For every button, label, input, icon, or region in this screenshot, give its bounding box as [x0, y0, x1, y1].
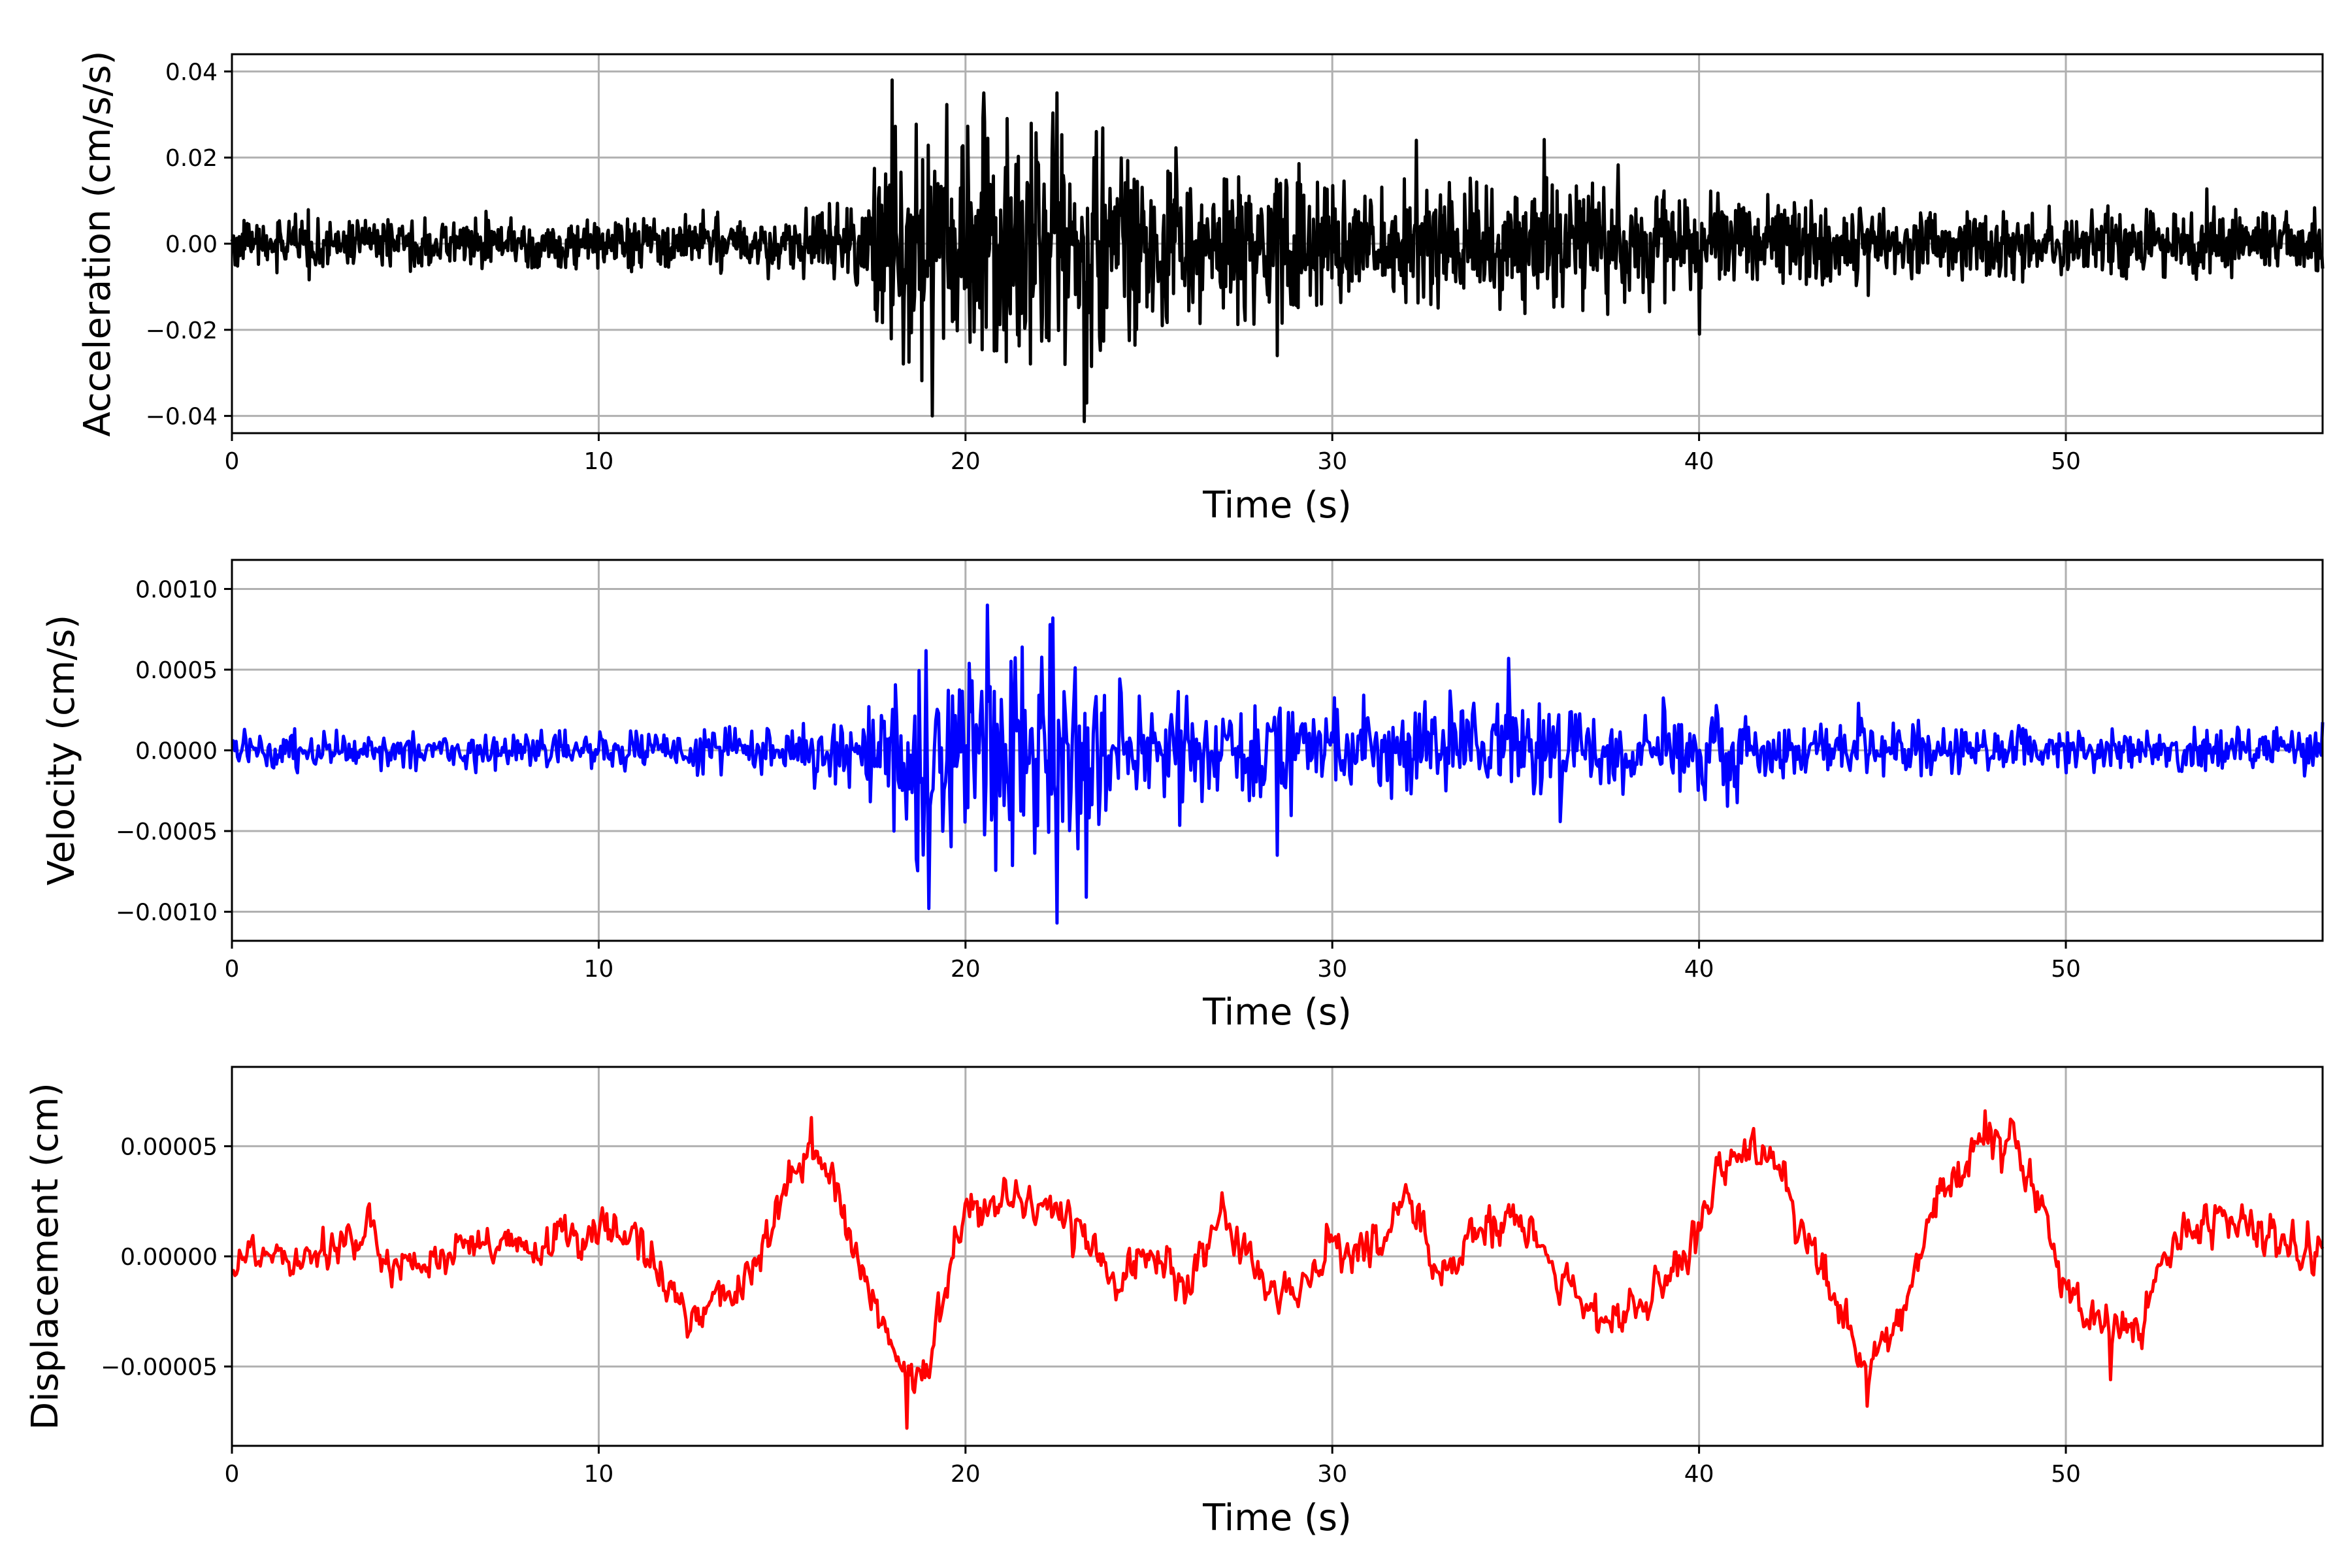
displacement-x-tick-label: 40 [1684, 1461, 1714, 1488]
displacement-x-tick-label: 50 [2051, 1461, 2081, 1488]
displacement-y-tick-label: 0.00000 [120, 1244, 218, 1271]
acceleration-y-tick-label: −0.04 [146, 404, 218, 431]
displacement-y-axis-label: Displacement (cm) [24, 1083, 67, 1430]
velocity-axes: 0 10 20 30 40 50 −0.0010 −0.0005 0.0000 0.0005 0.0… [116, 559, 2324, 983]
velocity-series-line [231, 603, 2325, 925]
displacement-x-tick-label: 0 [225, 1461, 240, 1488]
panel-displacement: 0 10 20 30 40 50 −0.00005 0.00000 0.00005 Time (… [24, 1066, 2325, 1539]
acceleration-x-tick-label: 10 [583, 448, 613, 475]
velocity-y-tick-label: 0.0010 [135, 576, 218, 603]
displacement-series-line [231, 1109, 2325, 1430]
displacement-x-tick-label: 10 [583, 1461, 613, 1488]
acceleration-x-tick-label: 50 [2051, 448, 2081, 475]
acceleration-x-tick-label: 20 [951, 448, 981, 475]
panel-velocity: 0 10 20 30 40 50 −0.0010 −0.0005 0.0000 0.0005 0.0… [41, 559, 2325, 1034]
acceleration-x-tick-label: 30 [1317, 448, 1347, 475]
velocity-series [231, 603, 2325, 925]
velocity-x-axis-label: Time (s) [1202, 991, 1352, 1034]
velocity-x-tick-label: 10 [583, 956, 613, 983]
velocity-y-tick-label: 0.0000 [135, 738, 218, 765]
displacement-x-tick-label: 20 [951, 1461, 981, 1488]
velocity-x-tick-label: 0 [225, 956, 240, 983]
acceleration-y-tick-label: 0.04 [165, 59, 218, 86]
velocity-x-tick-label: 30 [1317, 956, 1347, 983]
displacement-y-tick-label: −0.00005 [101, 1354, 218, 1381]
panel-acceleration: 0 10 20 30 40 50 −0.04 −0.02 0.00 0.02 0.04 Time (… [76, 51, 2325, 527]
velocity-y-tick-label: −0.0010 [116, 900, 218, 926]
acceleration-y-tick-label: 0.00 [165, 231, 218, 258]
displacement-series [231, 1109, 2325, 1430]
acceleration-y-axis-label: Acceleration (cm/s/s) [76, 51, 119, 437]
displacement-y-tick-label: 0.00005 [120, 1134, 218, 1160]
velocity-y-axis-label: Velocity (cm/s) [41, 615, 83, 886]
displacement-axes: 0 10 20 30 40 50 −0.00005 0.00000 0.00005 [101, 1066, 2324, 1488]
acceleration-y-tick-label: 0.02 [165, 145, 218, 172]
displacement-x-tick-label: 30 [1317, 1461, 1347, 1488]
acceleration-y-tick-label: −0.02 [146, 318, 218, 344]
acceleration-x-tick-label: 40 [1684, 448, 1714, 475]
velocity-y-tick-label: 0.0005 [135, 657, 218, 684]
acceleration-x-axis-label: Time (s) [1202, 484, 1352, 527]
acceleration-series-line [230, 78, 2325, 423]
acceleration-x-tick-label: 0 [225, 448, 240, 475]
velocity-x-tick-label: 50 [2051, 956, 2081, 983]
velocity-x-tick-label: 20 [951, 956, 981, 983]
displacement-x-axis-label: Time (s) [1202, 1497, 1352, 1539]
velocity-x-tick-label: 40 [1684, 956, 1714, 983]
acceleration-axes: 0 10 20 30 40 50 −0.04 −0.02 0.00 0.02 0.04 [146, 53, 2324, 475]
velocity-y-tick-label: −0.0005 [116, 819, 218, 845]
acceleration-series [230, 78, 2325, 423]
